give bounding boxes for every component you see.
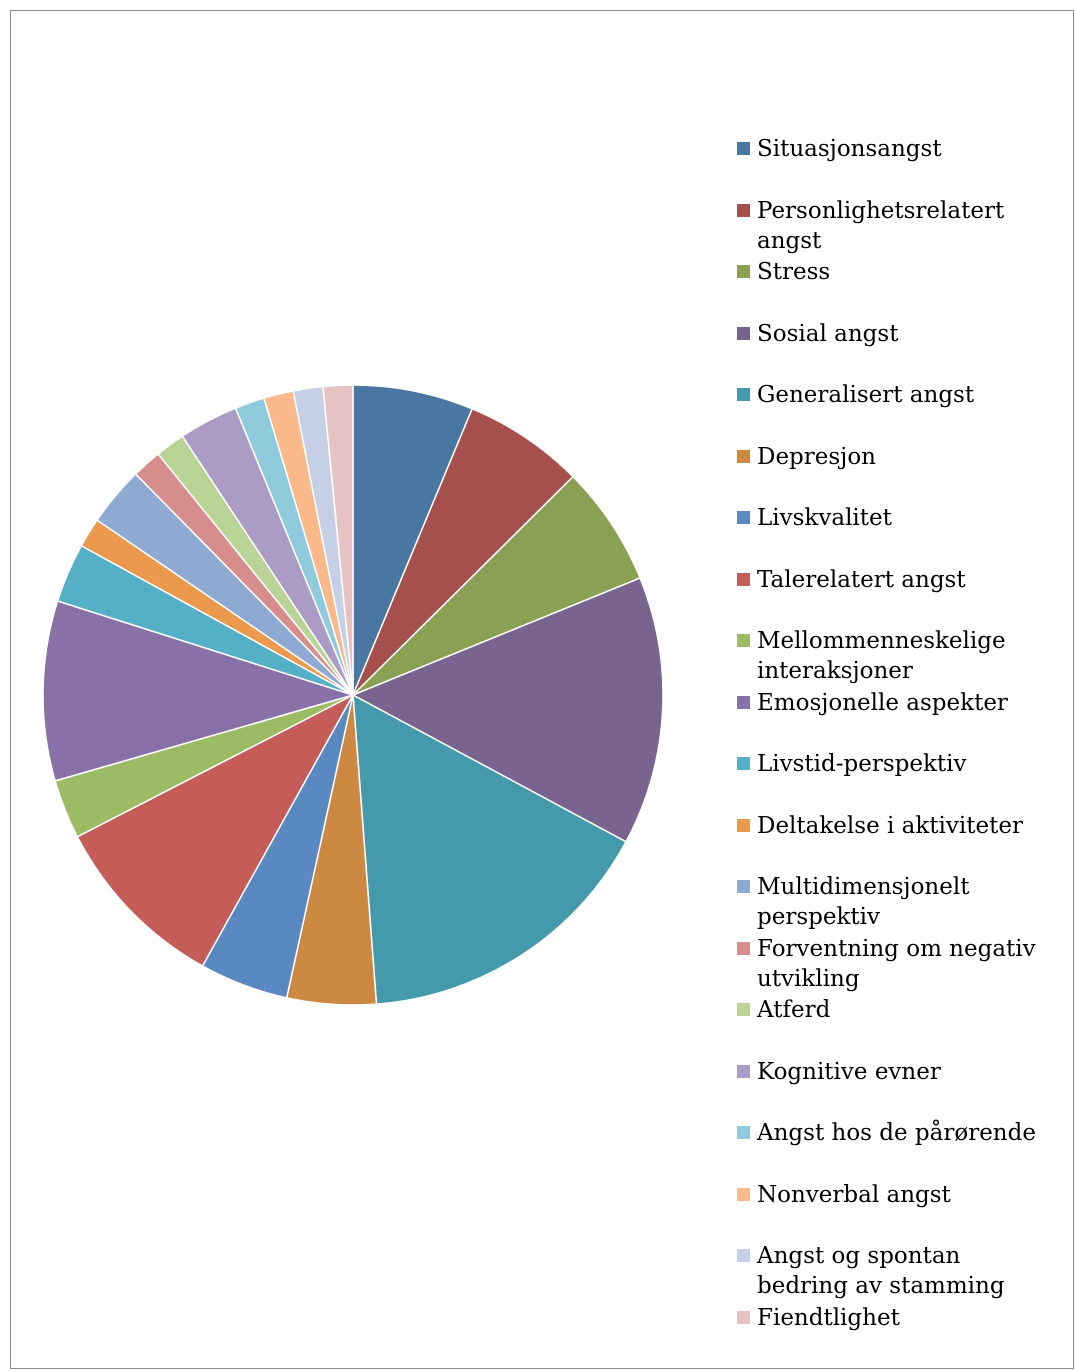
legend-swatch	[737, 695, 750, 709]
legend-label: Mellommenneskelige interaksjoner	[757, 628, 1006, 684]
legend-swatch	[737, 1003, 750, 1016]
legend-label: Nonverbal angst	[757, 1181, 951, 1208]
legend-swatch	[737, 1187, 750, 1201]
legend-item: Mellommenneskelige interaksjoner	[737, 626, 1057, 686]
legend-swatch	[737, 265, 750, 278]
legend-label: Angst hos de pårørende	[757, 1120, 1036, 1146]
legend-label: Emosjonelle aspekter	[757, 689, 1008, 716]
legend-label: Stress	[757, 259, 831, 285]
legend-swatch	[737, 941, 750, 955]
legend-swatch	[737, 634, 750, 647]
legend-swatch	[737, 326, 750, 340]
legend-label: Multidimensjonelt perspektiv	[757, 874, 970, 930]
legend-swatch	[737, 572, 750, 586]
pie-slice-3	[351, 577, 664, 843]
pie-slice-1	[352, 407, 575, 696]
legend-item: Sosial angst	[737, 319, 1057, 349]
legend-label: Livskvalitet	[757, 505, 892, 531]
legend-item: Atferd	[737, 995, 1057, 1025]
legend-label: Deltakelse i aktiviteter	[757, 812, 1023, 839]
legend-swatch	[737, 511, 750, 524]
legend-item: Talerelatert angst	[737, 565, 1057, 595]
legend-label: Forventning om negativ utvikling	[757, 935, 1036, 992]
legend-label: Atferd	[757, 997, 831, 1023]
legend-swatch	[737, 142, 750, 155]
legend-item: Angst hos de pårørende	[737, 1118, 1057, 1148]
pie-slice-19	[322, 384, 354, 696]
legend-item: Angst og spontan bedring av stamming	[737, 1241, 1057, 1301]
legend-swatch	[737, 1126, 750, 1139]
legend-label: Talerelatert angst	[757, 566, 966, 593]
legend-swatch	[737, 1249, 750, 1262]
legend-label: Livstid-perspektiv	[757, 751, 967, 777]
legend-item: Multidimensjonelt perspektiv	[737, 872, 1057, 932]
legend-item: Stress	[737, 257, 1057, 287]
legend-swatch	[737, 388, 750, 401]
legend-label: Kognitive evner	[757, 1058, 941, 1085]
pie-chart	[42, 384, 664, 1006]
legend-label: Situasjonsangst	[757, 136, 942, 162]
legend-swatch	[737, 880, 750, 893]
legend-label: Personlighetsrelatert angst	[757, 197, 1005, 254]
legend-label: Generalisert angst	[757, 382, 975, 408]
pie-slice-4	[352, 693, 628, 1005]
legend-label: Angst og spontan bedring av stamming	[757, 1243, 1005, 1299]
legend-item: Situasjonsangst	[737, 134, 1057, 164]
legend-item: Livstid-perspektiv	[737, 749, 1057, 779]
pie-slice-2	[352, 475, 642, 696]
legend-swatch	[737, 818, 750, 832]
legend-swatch	[737, 757, 750, 770]
legend-item: Personlighetsrelatert angst	[737, 196, 1057, 256]
legend-item: Nonverbal angst	[737, 1180, 1057, 1210]
legend-item: Deltakelse i aktiviteter	[737, 811, 1057, 841]
legend-item: Emosjonelle aspekter	[737, 688, 1057, 718]
legend-item: Livskvalitet	[737, 503, 1057, 533]
legend-label: Fiendtlighet	[757, 1304, 900, 1331]
legend-item: Fiendtlighet	[737, 1303, 1057, 1333]
legend-label: Depresjon	[757, 443, 876, 470]
legend-item: Depresjon	[737, 442, 1057, 472]
pie-slice-0	[352, 384, 474, 696]
legend-swatch	[737, 449, 750, 463]
pie-slice-9	[42, 600, 356, 782]
legend-label: Sosial angst	[757, 320, 899, 347]
legend-item: Kognitive evner	[737, 1057, 1057, 1087]
legend-swatch	[737, 1310, 750, 1324]
pie-slice-7	[76, 693, 355, 968]
chart-frame: Situasjonsangst Personlighetsrelatert ang…	[10, 10, 1074, 1369]
legend-item: Forventning om negativ utvikling	[737, 934, 1057, 994]
legend-item: Generalisert angst	[737, 380, 1057, 410]
legend-swatch	[737, 1064, 750, 1078]
legend-swatch	[737, 203, 750, 217]
